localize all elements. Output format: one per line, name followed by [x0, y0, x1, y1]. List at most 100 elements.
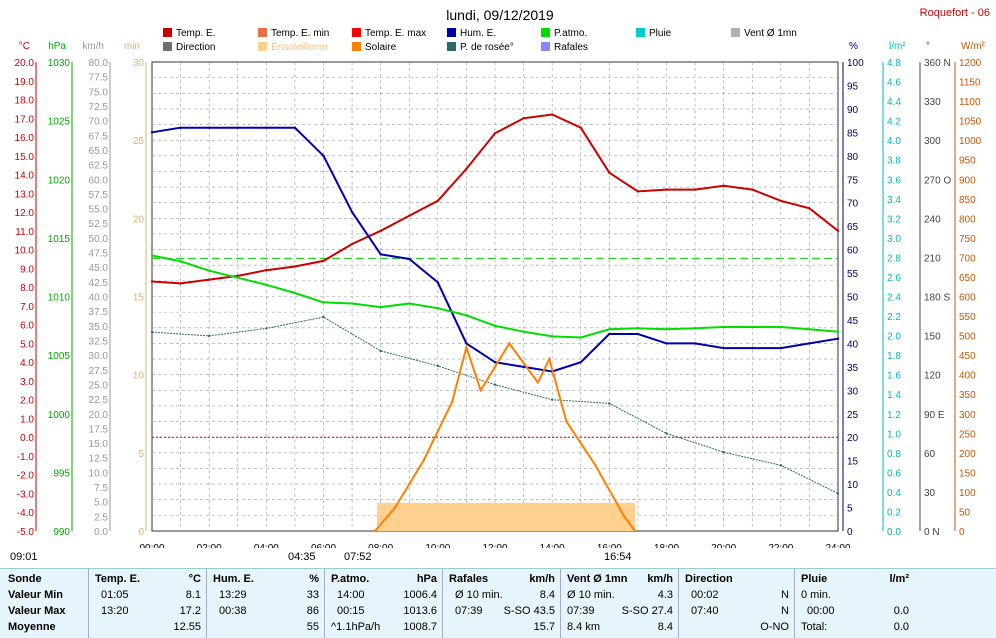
axis-tick-label: 80.0: [89, 58, 109, 69]
axis-tick-label: 0.0: [94, 527, 108, 538]
axis-tick-label: 100: [847, 58, 864, 69]
sunrise2-time: 07:52: [344, 551, 372, 563]
rain-total-value: 0.0: [893, 621, 909, 633]
axis-tick-label: 1.0: [20, 414, 34, 425]
x-tick-label: 12:00: [482, 543, 507, 548]
series-point: [150, 330, 154, 334]
axis-tick-label: 3.0: [887, 234, 901, 245]
series-point: [236, 276, 239, 279]
legend-swatch: [163, 42, 172, 51]
station-name: Roquefort - 06: [920, 7, 990, 19]
axis-tick-label: 27.5: [89, 366, 109, 377]
axis-tick-label: 1.8: [887, 351, 901, 362]
axis-tick-label: 1050: [959, 117, 982, 128]
series-point: [379, 229, 382, 233]
series-point: [373, 529, 377, 533]
axis-tick-label: 3.4: [887, 195, 901, 206]
axis-tick-label: 5.0: [94, 498, 108, 509]
axis-unit: l/m²: [889, 41, 906, 52]
axis-tick-label: 85: [847, 128, 859, 139]
series-point: [693, 326, 697, 330]
axis-tick-label: 0.2: [887, 507, 901, 518]
series-point: [522, 330, 525, 333]
series-point: [508, 342, 511, 345]
axis-tick-label: 20.0: [15, 58, 35, 69]
axis-tick-label: 19.0: [15, 77, 35, 88]
series-point: [665, 342, 668, 345]
series-point: [479, 389, 482, 392]
axis-tick-label: 18.0: [15, 96, 35, 107]
axis-tick-label: 850: [959, 195, 976, 206]
axis-unit: min: [124, 41, 140, 52]
axis-tick-label: 0.0: [887, 527, 901, 538]
axis-tick-label: 270 O: [924, 175, 951, 186]
series-point: [436, 307, 440, 310]
axis-tick-label: 15: [847, 457, 859, 468]
series-point: [207, 269, 211, 272]
legend-label: Ensoleilleme: [271, 42, 328, 53]
series-point: [808, 207, 811, 210]
series-point: [493, 383, 497, 386]
series-point: [548, 357, 551, 361]
wind-avg-value: 8.4: [657, 621, 673, 633]
dir-avg-value: O-NO: [760, 621, 789, 633]
series-point: [379, 253, 382, 256]
rain-max-value: 0.0: [893, 605, 909, 617]
axis-tick-label: 10.0: [89, 468, 109, 479]
series-point: [836, 330, 840, 333]
axis-tick-label: 0: [847, 527, 853, 538]
axis-unit: km/h: [82, 41, 104, 52]
legend-label: P. de rosée°: [460, 42, 514, 53]
x-tick-label: 14:00: [540, 543, 565, 548]
series-point: [693, 342, 697, 345]
series-point: [179, 260, 182, 263]
series: [150, 113, 840, 533]
axis-tick-label: 52.5: [89, 219, 109, 230]
press-trend: ^1.1hPa/h: [331, 621, 381, 633]
axis-unit: °: [926, 41, 930, 52]
axis-tick-label: 900: [959, 175, 976, 186]
series-point: [293, 126, 297, 129]
axis-tick-label: 350: [959, 390, 976, 401]
axis-tick-label: 95: [847, 81, 859, 92]
series-point: [779, 464, 783, 467]
dir-max-value: N: [781, 605, 789, 617]
axis-tick-label: 0: [959, 527, 965, 538]
series-point: [722, 451, 725, 454]
series-point: [493, 324, 497, 328]
axis-tick-label: 3.8: [887, 156, 901, 167]
series-point: [522, 117, 525, 120]
legend-swatch: [352, 28, 361, 37]
axis-tick-label: 2.6: [887, 273, 901, 284]
axis-tick-label: 4.2: [887, 117, 901, 128]
axis-tick-label: 0.4: [887, 488, 901, 499]
series-point: [265, 327, 268, 330]
axis-tick-label: 25: [847, 410, 859, 421]
header-rain-unit: l/m²: [889, 573, 909, 585]
axis-tick-label: 7.0: [20, 302, 34, 313]
series-point: [550, 335, 554, 338]
legend-label: Temp. E.: [176, 28, 215, 39]
row-max-label: Valeur Max: [8, 605, 66, 617]
header-hum-unit: %: [309, 573, 319, 585]
series-point: [608, 171, 611, 174]
series-point: [465, 346, 468, 349]
axis-unit: °C: [19, 41, 30, 52]
temp-min-time: 01:05: [101, 589, 129, 601]
axis-tick-label: 4.0: [20, 358, 34, 369]
series-point: [579, 360, 582, 364]
axis-tick-label: 12.5: [89, 454, 109, 465]
press-avg-value: 1008.7: [403, 621, 437, 633]
dir-max-time: 07:40: [691, 605, 719, 617]
axis-tick-label: 2.5: [94, 512, 108, 523]
series-point: [636, 332, 640, 336]
axis-tick-label: 3.0: [20, 377, 34, 388]
legend-swatch: [541, 28, 550, 37]
series-point: [207, 126, 211, 129]
temp-max-value: 17.2: [179, 605, 201, 617]
axis-tick-label: 210: [924, 253, 941, 264]
series-point: [379, 305, 382, 309]
axis-tick-label: 240: [924, 214, 941, 225]
axis-tick-label: 55: [847, 269, 859, 280]
press-max-time: 00:15: [337, 605, 365, 617]
